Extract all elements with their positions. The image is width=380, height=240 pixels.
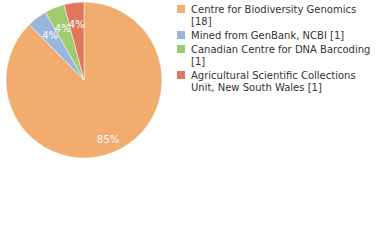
chart: 85%4%4%4%Centre for Biodiversity Genomic… [0, 0, 380, 240]
legend: Centre for Biodiversity Genomics[18] Mine… [177, 4, 370, 93]
slices [6, 2, 162, 158]
data-label: 85% [97, 134, 119, 145]
data-label: 4% [69, 19, 85, 30]
legend-swatch [177, 45, 185, 53]
legend-label: Canadian Centre for DNA Barcoding[1] [191, 44, 370, 67]
legend-label: Centre for Biodiversity Genomics[18] [191, 4, 356, 27]
legend-label: Mined from GenBank, NCBI [1] [191, 30, 344, 41]
legend-label: Agricultural Scientific CollectionsUnit,… [191, 70, 356, 93]
data-labels: 85%4%4%4% [42, 19, 119, 145]
slice [6, 2, 162, 158]
legend-swatch [177, 5, 185, 13]
legend-swatch [177, 71, 185, 79]
legend-swatch [177, 31, 185, 39]
slice [64, 2, 84, 80]
